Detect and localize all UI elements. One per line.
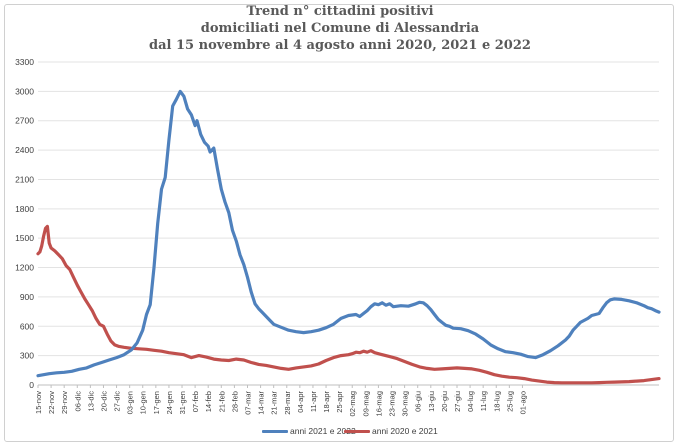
x-tick-label: 02-mag: [348, 391, 357, 416]
y-tick-label: 2400: [15, 145, 34, 155]
y-tick-label: 600: [20, 321, 34, 331]
y-tick-label: 300: [20, 351, 34, 361]
x-tick-label: 11-apr: [309, 390, 318, 412]
legend-item-2021-2022: anni 2021 e 2022: [262, 426, 356, 436]
x-tick-label: 07-mar: [243, 391, 252, 415]
x-tick-label: 25-lug: [505, 391, 514, 412]
x-tick-label: 13-giu: [427, 391, 436, 412]
chart-title-line-2: domiciliati nel Comune di Alessandria: [200, 21, 480, 36]
x-tick-label: 07-feb: [191, 391, 200, 412]
x-tick-label: 01-ago: [518, 391, 527, 414]
legend-swatch-2021-2022: [262, 430, 288, 434]
y-tick-label: 0: [29, 380, 34, 390]
chart-title-line-3: dal 15 novembre al 4 agosto anni 2020, 2…: [149, 38, 531, 53]
x-tick-label: 28-feb: [230, 391, 239, 412]
x-tick-label: 23-mag: [388, 391, 397, 416]
x-tick-label: 17-gen: [152, 391, 161, 414]
x-tick-label: 18-apr: [322, 391, 331, 413]
x-tick-label: 29-nov: [60, 391, 69, 414]
x-tick-label: 14-feb: [204, 391, 213, 412]
chart-title-line-1: Trend n° cittadini positivi: [246, 4, 434, 19]
y-tick-label: 1500: [15, 233, 34, 243]
x-tick-label: 06-giu: [414, 391, 423, 412]
x-tick-label: 13-dic: [86, 391, 95, 412]
series-line-2021-2022: [36, 89, 661, 378]
legend-label-2020-2021: anni 2020 e 2021: [372, 426, 438, 436]
x-tick-label: 09-mag: [361, 391, 370, 416]
chart-legend: anni 2021 e 2022 anni 2020 e 2021: [0, 424, 680, 440]
y-tick-label: 2100: [15, 174, 34, 184]
y-tick-label: 900: [20, 292, 34, 302]
x-tick-label: 18-lug: [492, 391, 501, 412]
x-tick-label: 30-mag: [401, 391, 410, 416]
x-tick-label: 27-giu: [453, 391, 462, 412]
y-tick-label: 1200: [15, 263, 34, 273]
x-tick-label: 28-mar: [283, 391, 292, 415]
x-tick-label: 06-dic: [73, 391, 82, 412]
y-tick-label: 1800: [15, 204, 34, 214]
chart-frame: [4, 4, 674, 442]
x-tick-label: 11-lug: [479, 391, 488, 411]
x-tick-label: 04-apr: [296, 391, 305, 413]
x-tick-label: 10-gen: [139, 391, 148, 414]
legend-swatch-2020-2021: [344, 430, 370, 434]
x-tick-label: 27-dic: [113, 391, 122, 412]
x-tick-label: 04-lug: [466, 391, 475, 412]
x-tick-label: 24-gen: [165, 391, 174, 414]
y-tick-label: 3300: [15, 57, 34, 67]
x-tick-label: 03-gen: [126, 391, 135, 414]
x-tick-label: 22-nov: [47, 391, 56, 414]
x-tick-label: 21-mar: [270, 391, 279, 415]
x-tick-label: 21-feb: [217, 391, 226, 412]
legend-item-2020-2021: anni 2020 e 2021: [344, 426, 438, 436]
legend-label-2021-2022: anni 2021 e 2022: [290, 426, 356, 436]
x-tick-label: 31-gen: [178, 391, 187, 414]
x-tick-label: 16-mag: [374, 391, 383, 416]
x-tick-label: 25-apr: [335, 391, 344, 413]
x-tick-label: 20-dic: [99, 391, 108, 412]
y-tick-label: 2700: [15, 116, 34, 126]
y-tick-label: 3000: [15, 86, 34, 96]
x-tick-label: 20-giu: [440, 391, 449, 412]
series-line-2020-2021: [36, 224, 661, 385]
x-tick-label: 14-mar: [257, 391, 266, 415]
x-tick-label: 15-nov: [34, 391, 43, 414]
